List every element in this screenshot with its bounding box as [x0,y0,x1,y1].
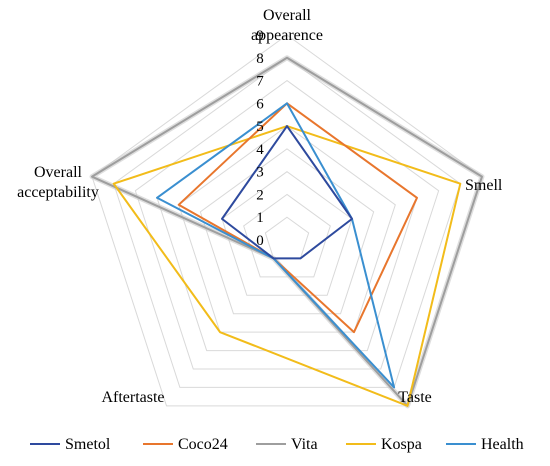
axis-label-smell: Smell [465,177,503,194]
radar-tick-labels: 0 1 2 3 4 5 6 7 8 9 [256,28,264,249]
axis-label-line: Aftertaste [101,389,164,406]
legend-label-vita: Vita [291,436,318,453]
grid-ring-1 [264,216,310,259]
axis-label-line: Smell [465,177,503,194]
grid-ring-9 [91,34,483,407]
grid-ring-5 [178,125,396,333]
series-line-smetol [221,125,353,260]
axis-label-line: Overall [34,164,83,181]
axis-label-line: appearence [251,27,323,44]
axis-label-overall-acceptability: Overall acceptability [17,164,99,201]
grid-ring-8 [113,57,461,388]
legend-label-kospa: Kospa [381,436,422,453]
tick-label-4: 4 [256,142,264,158]
series-line-vita [91,56,483,407]
tick-label-0: 0 [256,233,264,249]
tick-label-8: 8 [256,51,264,67]
tick-label-9: 9 [256,28,264,44]
series-line-coco24 [177,102,418,334]
tick-label-3: 3 [256,165,264,181]
tick-label-7: 7 [256,74,264,90]
axis-label-line: acceptability [17,184,99,201]
series-line-health [156,102,396,389]
series-line-kospa [112,125,462,407]
grid-ring-3 [221,171,353,296]
chart-legend: Smetol Coco24 Vita Kospa Health [30,436,524,453]
axis-label-taste: Taste [398,389,432,406]
legend-label-coco24: Coco24 [178,436,228,453]
axis-label-aftertaste: Aftertaste [101,389,164,406]
tick-label-1: 1 [256,210,264,226]
axis-label-line: Overall [263,7,312,24]
legend-label-health: Health [481,436,524,453]
grid-ring-7 [134,79,440,370]
tick-label-5: 5 [256,119,264,135]
radar-series [89,55,485,409]
axis-label-line: Taste [398,389,432,406]
tick-label-2: 2 [256,187,264,203]
radar-axis-labels: Overall appearence Smell Taste Aftertaste Ove… [17,7,503,406]
grid-ring-4 [199,148,375,315]
axis-label-overall-appearence: Overall appearence [251,7,323,44]
legend-label-smetol: Smetol [65,436,111,453]
tick-label-6: 6 [256,96,264,112]
